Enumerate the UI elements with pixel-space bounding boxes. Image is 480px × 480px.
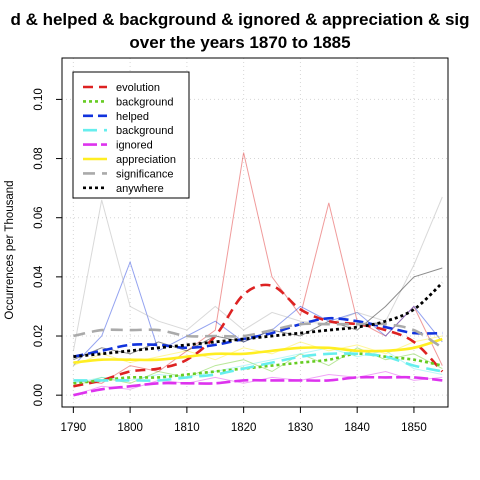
smooth-line-series-4 [73,375,443,397]
raw-line-series-5 [73,335,443,367]
legend-box [72,71,190,199]
raw-line-series-0 [73,152,443,384]
legend: evolution background helped background ignor… [72,71,190,199]
y-axis: 0.00 0.02 0.04 0.06 0.08 0.10 [33,88,63,406]
smooth-line-series-5 [73,337,443,364]
x-tick-label: 1820 [231,422,257,434]
legend-entry: background [116,125,174,137]
x-tick-label: 1850 [401,422,427,434]
legend-entry: ignored [116,140,153,152]
y-tick-label: 0.02 [33,325,45,347]
smooth-line-series-2 [73,316,443,358]
x-tick-label: 1840 [344,422,370,434]
raw-line-series-6 [72,196,443,351]
x-tick-label: 1830 [288,422,314,434]
y-axis-label: Occurrences per Thousand [4,180,16,319]
y-tick-label: 0.08 [33,147,45,169]
y-tick-label: 0.00 [33,384,45,406]
legend-entry: background [116,96,174,108]
y-tick-label: 0.04 [33,265,45,288]
raw-line-series-1 [73,347,443,387]
y-tick-label: 0.10 [33,88,45,110]
legend-entry: appreciation [116,154,176,166]
x-tick-label: 1810 [174,422,200,434]
legend-entry: evolution [116,82,160,94]
x-axis: 1790 1800 1810 1820 1830 1840 1850 [61,406,427,434]
legend-entry: significance [116,168,173,180]
chart-title-line2: over the years 1870 to 1885 [129,33,350,52]
smooth-series-layer [73,281,444,397]
raw-line-series-7 [73,267,443,361]
x-tick-label: 1790 [61,422,87,434]
y-tick-label: 0.06 [33,207,45,229]
chart-title-line1: d & helped & background & ignored & appr… [10,10,469,29]
smooth-line-series-6 [73,322,444,349]
x-tick-label: 1800 [117,422,143,434]
smooth-line-series-0 [73,283,444,388]
smooth-line-series-7 [73,281,444,359]
legend-entry: anywhere [116,183,164,195]
legend-entry: helped [116,111,149,123]
